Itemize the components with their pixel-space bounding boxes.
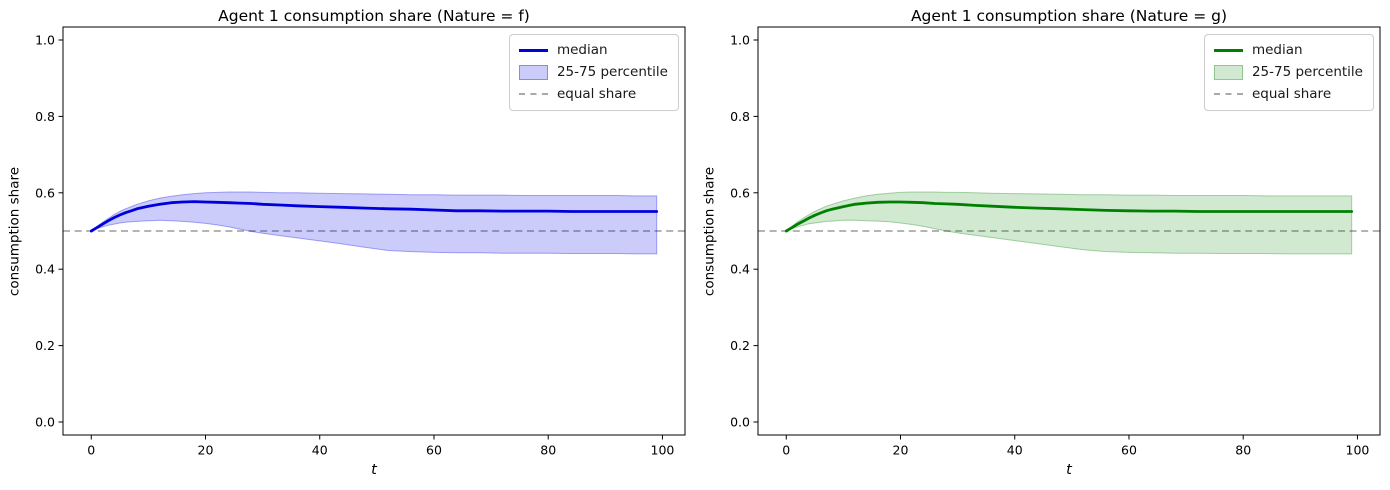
x-axis-label: t (1066, 462, 1072, 478)
legend-label-median: median (1251, 42, 1303, 58)
legend-entry-equal-share: equal share (1213, 86, 1363, 102)
legend-label-equal-share: equal share (1251, 86, 1332, 102)
x-tick-label: 0 (87, 443, 95, 458)
y-tick-label: 0.4 (35, 262, 55, 277)
x-axis-label: t (371, 462, 377, 478)
y-tick-label: 0.2 (730, 338, 750, 353)
y-tick-label: 0.0 (35, 415, 55, 430)
x-tick-label: 80 (540, 443, 556, 458)
y-tick-label: 0.0 (730, 415, 750, 430)
legend-entry-percentile-band: 25-75 percentile (518, 64, 668, 80)
plot-area: 0 20 40 60 80 100 0.0 0.2 0.4 0.6 0.8 1.0 (35, 26, 686, 458)
legend-entry-median: median (1213, 42, 1363, 58)
legend-dashed-line-icon (518, 93, 548, 95)
x-tick-label: 40 (312, 443, 328, 458)
plot-area: 0 20 40 60 80 100 0.0 0.2 0.4 0.6 0.8 1.0 (730, 26, 1381, 458)
axes-frame (62, 26, 686, 436)
median-line (89, 200, 659, 233)
legend-band-patch-icon (1213, 64, 1243, 80)
legend-median-line-icon (1213, 48, 1243, 52)
x-tick-label: 60 (1121, 443, 1137, 458)
panel-nature-f: Agent 1 consumption share (Nature = f) c… (7, 7, 686, 478)
panel-nature-g: Agent 1 consumption share (Nature = g) c… (695, 0, 1390, 490)
legend-label-equal-share: equal share (556, 86, 637, 102)
y-tick-label: 0.4 (730, 262, 750, 277)
legend-label-percentile: 25-75 percentile (1251, 64, 1363, 80)
y-tick-label: 1.0 (35, 32, 55, 47)
plot-title: Agent 1 consumption share (Nature = g) (910, 7, 1228, 25)
y-tick-label: 0.2 (35, 338, 55, 353)
legend-label-median: median (556, 42, 608, 58)
x-tick-label: 60 (426, 443, 442, 458)
legend-entry-equal-share: equal share (518, 86, 668, 102)
x-tick-label: 80 (1235, 443, 1251, 458)
legend-entry-median: median (518, 42, 668, 58)
x-tick-label: 20 (198, 443, 214, 458)
percentile-band (785, 191, 1353, 255)
plot-title: Agent 1 consumption share (Nature = f) (218, 7, 530, 25)
x-tick-label: 0 (782, 443, 790, 458)
legend-label-percentile: 25-75 percentile (556, 64, 668, 80)
percentile-band (90, 191, 658, 255)
y-tick-label: 0.8 (730, 109, 750, 124)
x-tick-label: 100 (651, 443, 675, 458)
legend-entry-percentile-band: 25-75 percentile (1213, 64, 1363, 80)
x-tick-label: 40 (1007, 443, 1023, 458)
legend-band-patch-icon (518, 64, 548, 80)
x-tick-label: 100 (1346, 443, 1370, 458)
x-tick-label: 20 (893, 443, 909, 458)
y-tick-label: 0.6 (730, 185, 750, 200)
y-tick-label: 0.8 (35, 109, 55, 124)
y-tick-label: 0.6 (35, 185, 55, 200)
median-line (784, 200, 1354, 233)
legend: median 25-75 percentile equal share (1203, 34, 1374, 111)
legend-median-line-icon (518, 48, 548, 52)
legend: median 25-75 percentile equal share (508, 34, 679, 111)
legend-dashed-line-icon (1213, 93, 1243, 95)
y-tick-label: 1.0 (730, 32, 750, 47)
axes-frame (757, 26, 1381, 436)
